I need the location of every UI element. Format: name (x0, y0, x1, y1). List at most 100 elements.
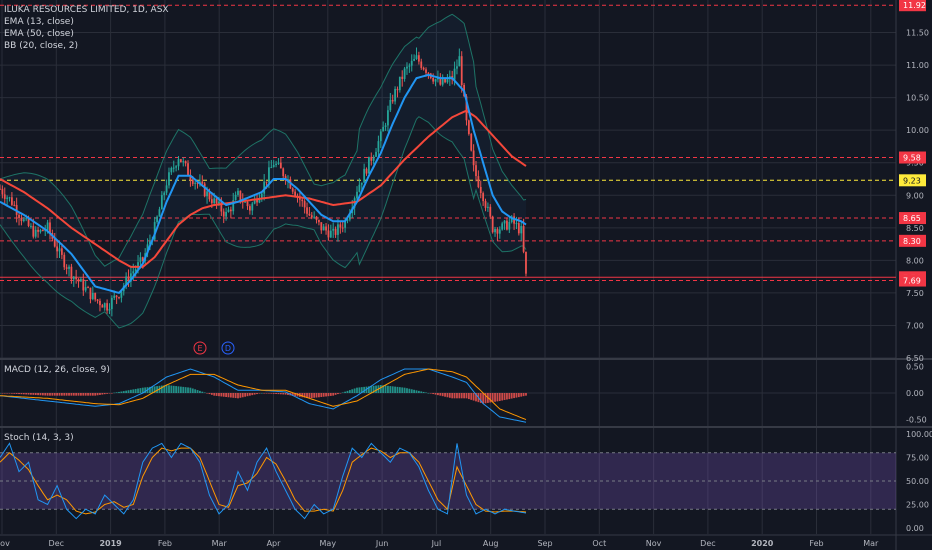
candle-body[interactable] (218, 201, 220, 204)
candle-body[interactable] (329, 230, 332, 238)
event-marker[interactable] (221, 341, 235, 355)
candle-body[interactable] (244, 201, 247, 203)
candle-body[interactable] (206, 191, 208, 197)
candle-body[interactable] (222, 211, 225, 217)
candle-body[interactable] (325, 226, 327, 231)
candle-body[interactable] (77, 279, 80, 282)
candle-body[interactable] (184, 161, 187, 164)
candle-body[interactable] (494, 229, 496, 233)
stoch-title[interactable]: Stoch (14, 3, 3) (4, 433, 74, 443)
candle-body[interactable] (106, 303, 108, 311)
candle-body[interactable] (472, 150, 475, 166)
candle-body[interactable] (84, 287, 87, 291)
candle-body[interactable] (420, 61, 423, 68)
candle-body[interactable] (310, 215, 313, 218)
candle-body[interactable] (341, 227, 344, 229)
candle-body[interactable] (522, 226, 525, 252)
candle-body[interactable] (70, 266, 73, 280)
candle-body[interactable] (246, 201, 249, 207)
candle-body[interactable] (82, 279, 85, 291)
candle-body[interactable] (20, 217, 23, 222)
candle-body[interactable] (391, 99, 394, 102)
candle-body[interactable] (32, 225, 35, 237)
candle-body[interactable] (515, 223, 518, 225)
candle-body[interactable] (134, 269, 137, 272)
candle-body[interactable] (377, 141, 380, 152)
candle-body[interactable] (320, 222, 323, 231)
candle-body[interactable] (413, 58, 416, 61)
candle-body[interactable] (458, 56, 461, 67)
candle-body[interactable] (103, 303, 106, 308)
candle-body[interactable] (268, 167, 270, 183)
candle-body[interactable] (446, 79, 449, 83)
candle-body[interactable] (441, 78, 444, 85)
candle-body[interactable] (456, 66, 458, 69)
candle-body[interactable] (127, 276, 130, 282)
candle-body[interactable] (344, 220, 346, 228)
macd-title[interactable]: MACD (12, 26, close, 9) (4, 365, 110, 375)
candle-body[interactable] (410, 60, 413, 66)
candle-body[interactable] (425, 69, 427, 73)
candle-body[interactable] (315, 216, 318, 220)
candle-body[interactable] (3, 194, 6, 199)
candle-body[interactable] (139, 257, 142, 263)
candle-body[interactable] (503, 220, 506, 224)
candle-body[interactable] (118, 297, 120, 299)
candle-body[interactable] (389, 99, 392, 111)
candle-body[interactable] (187, 163, 189, 176)
candle-body[interactable] (94, 292, 97, 300)
candle-body[interactable] (68, 266, 70, 269)
candle-body[interactable] (487, 206, 489, 208)
candle-body[interactable] (291, 188, 294, 192)
candle-body[interactable] (91, 292, 94, 300)
candle-body[interactable] (491, 216, 494, 233)
candle-body[interactable] (220, 201, 223, 212)
candle-body[interactable] (348, 213, 351, 220)
candle-body[interactable] (332, 228, 335, 231)
candle-body[interactable] (6, 197, 9, 199)
candle-body[interactable] (460, 56, 463, 86)
candle-body[interactable] (149, 241, 151, 245)
candle-body[interactable] (417, 55, 420, 62)
symbol-title[interactable]: ILUKA RESOURCES LIMITED, 1D, ASX (4, 5, 169, 15)
candle-body[interactable] (158, 209, 161, 217)
candle-body[interactable] (18, 214, 20, 218)
candle-body[interactable] (215, 198, 218, 204)
candle-body[interactable] (465, 96, 468, 121)
candle-body[interactable] (318, 219, 320, 223)
candle-body[interactable] (475, 165, 477, 177)
candle-body[interactable] (308, 213, 311, 216)
candle-body[interactable] (203, 183, 206, 197)
candle-body[interactable] (179, 159, 182, 163)
candle-body[interactable] (125, 276, 128, 286)
candle-body[interactable] (496, 229, 499, 234)
candle-body[interactable] (513, 216, 515, 224)
candle-body[interactable] (294, 191, 297, 196)
candle-body[interactable] (120, 291, 123, 298)
candle-body[interactable] (65, 267, 68, 269)
candle-body[interactable] (210, 199, 213, 204)
candle-body[interactable] (153, 222, 156, 240)
candle-body[interactable] (146, 244, 149, 254)
candle-body[interactable] (80, 279, 82, 282)
candle-body[interactable] (177, 159, 180, 167)
candle-body[interactable] (96, 299, 99, 301)
candle-body[interactable] (520, 226, 523, 234)
candle-body[interactable] (482, 193, 485, 202)
candle-body[interactable] (172, 167, 175, 169)
indicator-ema13[interactable]: EMA (13, close) (4, 17, 74, 27)
candle-body[interactable] (444, 78, 446, 83)
candle-body[interactable] (301, 199, 304, 202)
candle-body[interactable] (422, 67, 425, 70)
candle-body[interactable] (470, 133, 473, 151)
candle-body[interactable] (225, 211, 227, 217)
candle-body[interactable] (484, 201, 487, 208)
candle-body[interactable] (110, 297, 113, 310)
candle-body[interactable] (137, 262, 139, 270)
candle-body[interactable] (11, 197, 13, 205)
candle-body[interactable] (49, 222, 51, 234)
candle-body[interactable] (108, 309, 111, 311)
candle-body[interactable] (156, 216, 158, 223)
stoch-pane[interactable] (0, 442, 896, 520)
candle-body[interactable] (489, 206, 492, 217)
